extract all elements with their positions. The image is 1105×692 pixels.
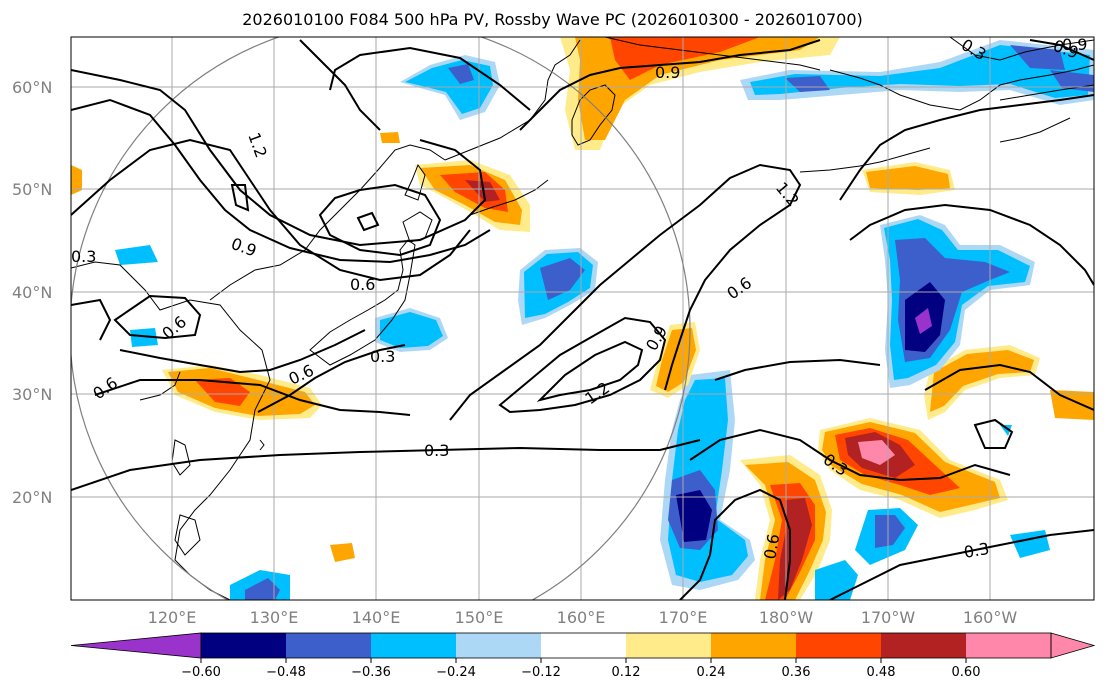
anomaly-blob-bering-neg (740, 40, 1094, 105)
anomaly-blob-okhotsk (415, 160, 530, 232)
colorbar-tick-label: 0.36 (782, 665, 811, 680)
figure-title: 2026010100 F084 500 hPa PV, Rossby Wave … (242, 10, 863, 29)
focus-circle (71, 37, 691, 600)
colorbar-tick-label: 0.48 (867, 665, 896, 680)
anomaly-blob-kamchatka (560, 37, 840, 150)
anomaly-blob-aleutian-pos (862, 162, 955, 195)
colorbar-segment (881, 633, 966, 658)
lat-label: 40°N (12, 283, 52, 302)
anomaly-blob-south-west-neg (230, 570, 290, 600)
colorbar-segment (371, 633, 456, 658)
lat-label: 60°N (12, 78, 52, 97)
contour-label: 0.3 (962, 539, 990, 562)
lon-label: 170°E (659, 608, 708, 627)
latitude-labels: 60°N 50°N 40°N 30°N 20°N (12, 78, 52, 507)
contour-label: 0.6 (350, 275, 375, 294)
lon-label: 160°E (557, 608, 606, 627)
colorbar-segment (286, 633, 371, 658)
lat-label: 20°N (12, 488, 52, 507)
colorbar-segment (626, 633, 711, 658)
contour-label: 0.9 (655, 63, 680, 82)
colorbar-segment (711, 633, 796, 658)
anomaly-blob-central-neg-column (660, 370, 755, 590)
graticule (71, 37, 1094, 600)
colorbar-tick-label: −0.48 (266, 665, 306, 680)
pv-contours (71, 39, 1094, 600)
colorbar-segment (541, 633, 626, 658)
colorbar-segment (966, 633, 1051, 658)
anomaly-blob-w1 (115, 245, 158, 265)
colorbar-segment (201, 633, 286, 658)
anomaly-blob-tiny-north (380, 132, 400, 143)
longitude-labels: 120°E 130°E 140°E 150°E 160°E 170°E 180°… (148, 608, 1018, 627)
anomaly-blob-east-pos (924, 345, 1040, 420)
contour-label: 0.3 (424, 441, 449, 460)
lon-label: 150°E (455, 608, 504, 627)
anomaly-blob-kuril-neg (518, 248, 598, 325)
anomaly-blob-west-edge (71, 165, 82, 195)
colorbar-tick-label: −0.12 (521, 665, 561, 680)
colorbar-tick-label: −0.24 (436, 665, 476, 680)
lat-label: 50°N (12, 180, 52, 199)
contour-label: 0.9 (1062, 35, 1087, 54)
anomaly-blob-bottom-neg (815, 560, 858, 600)
lon-label: 170°W (861, 608, 916, 627)
map-frame (70, 36, 1095, 601)
contour-label: 0.3 (370, 347, 395, 366)
lon-label: 160°W (963, 608, 1018, 627)
colorbar: −0.60 −0.48 −0.36 −0.24 −0.12 0.12 0.24 0.36 0.4… (70, 632, 1096, 680)
anomaly-blob-japan-neg (375, 308, 448, 352)
anomaly-blob-gulf-neg (880, 215, 1035, 388)
colorbar-tick-label: −0.36 (351, 665, 391, 680)
colorbar-tick-label: −0.60 (181, 665, 221, 680)
anomaly-blob-central-pos (650, 322, 700, 398)
anomaly-blob-east-edge (1050, 390, 1094, 420)
anomaly-blob-small-south (330, 543, 355, 562)
colorbar-segment (456, 633, 541, 658)
anomaly-blob-subtropical-pos (818, 418, 1008, 518)
colorbar-tick-label: 0.24 (697, 665, 726, 680)
lon-label: 140°E (352, 608, 401, 627)
lat-label: 30°N (12, 385, 52, 404)
colorbar-segment (796, 633, 881, 658)
anomaly-blob-w2 (130, 328, 158, 347)
shaded-pv-anomalies (71, 37, 1094, 600)
contour-label: 0.6 (760, 532, 783, 560)
colorbar-tick-label: 0.12 (612, 665, 641, 680)
colorbar-extend-low (70, 632, 202, 659)
lon-label: 130°E (250, 608, 299, 627)
lon-label: 120°E (148, 608, 197, 627)
colorbar-extend-high (1050, 632, 1096, 659)
lon-label: 180°W (759, 608, 814, 627)
colorbar-tick-label: 0.60 (952, 665, 981, 680)
contour-label: 0.3 (71, 247, 96, 266)
